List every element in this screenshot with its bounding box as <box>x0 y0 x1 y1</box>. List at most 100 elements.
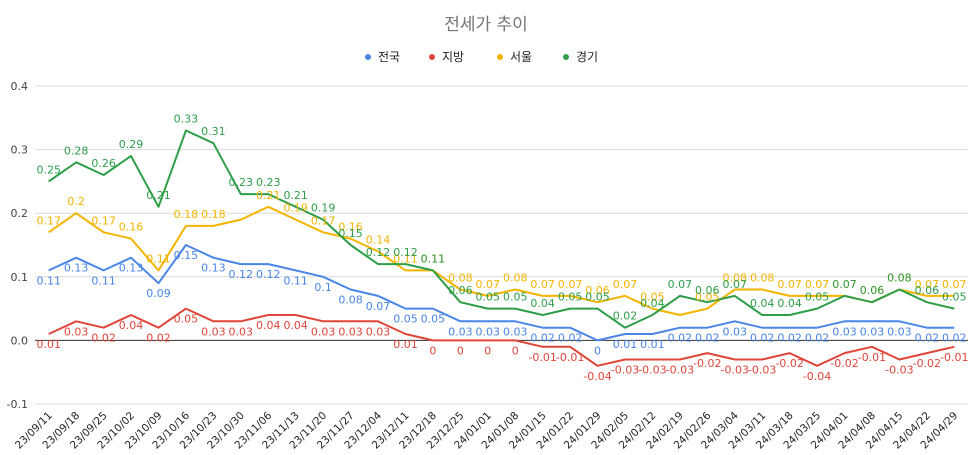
data-label: 0.17 <box>91 214 116 227</box>
data-label: 0.07 <box>668 278 693 291</box>
data-label: -0.02 <box>830 357 858 370</box>
data-label: 0.19 <box>311 202 336 215</box>
data-label: 0 <box>594 344 601 357</box>
y-axis: 0.4 0.3 0.2 0.1 0.0 -0.1 <box>7 80 28 411</box>
data-label: -0.03 <box>666 363 694 376</box>
y-tick-label: -0.1 <box>7 398 28 411</box>
data-label: 0.1 <box>314 281 332 294</box>
y-tick-label: 0.1 <box>11 271 29 284</box>
data-label: 0.07 <box>832 278 857 291</box>
data-label: 0.06 <box>915 284 940 297</box>
data-label: 0.03 <box>201 325 226 338</box>
data-label: 0.07 <box>613 278 638 291</box>
data-label: 0.02 <box>530 332 555 345</box>
data-label: 0.08 <box>448 272 473 285</box>
data-label: 0.01 <box>613 338 638 351</box>
data-label: 0.04 <box>750 297 775 310</box>
data-label: 0.11 <box>421 252 446 265</box>
data-label: 0.07 <box>832 278 857 291</box>
data-label: -0.03 <box>611 363 639 376</box>
data-label: 0.11 <box>283 274 308 287</box>
data-label: 0.02 <box>777 332 802 345</box>
data-label: 0.33 <box>174 113 199 126</box>
data-label: 0.06 <box>448 284 473 297</box>
data-label: -0.01 <box>940 351 968 364</box>
data-label: 0.01 <box>36 338 61 351</box>
data-label: 0.03 <box>448 325 473 338</box>
data-label: 0.01 <box>640 338 665 351</box>
data-label: 0.07 <box>942 278 967 291</box>
legend-marker <box>563 54 569 60</box>
series-line <box>48 307 955 367</box>
data-label: 0.05 <box>421 313 446 326</box>
legend-entry: 서울 <box>510 50 532 64</box>
data-label: 0.02 <box>558 332 583 345</box>
data-label: 0.07 <box>723 278 748 291</box>
data-label: 0.11 <box>36 274 61 287</box>
data-label: -0.01 <box>556 351 584 364</box>
data-label: -0.03 <box>748 363 776 376</box>
data-label: 0.05 <box>174 313 199 326</box>
data-label: 0.15 <box>174 249 199 262</box>
data-label: 0.17 <box>311 214 336 227</box>
x-axis: 23/09/1123/09/1823/09/2523/10/0223/10/09… <box>13 409 960 451</box>
data-label: 0.18 <box>174 208 199 221</box>
data-label: 0.17 <box>36 214 61 227</box>
data-label: 0.23 <box>256 176 281 189</box>
data-label: 0.02 <box>750 332 775 345</box>
data-label: 0.07 <box>558 278 583 291</box>
data-label: 0 <box>457 344 464 357</box>
data-label: -0.02 <box>913 357 941 370</box>
data-label: 0.05 <box>393 313 418 326</box>
data-label: 0.07 <box>777 278 802 291</box>
data-label: 0.02 <box>915 332 940 345</box>
legend-marker <box>497 54 503 60</box>
data-label: 0.03 <box>860 325 885 338</box>
data-label: 0.29 <box>119 138 144 151</box>
data-label: 0.03 <box>229 325 254 338</box>
data-label: 0.08 <box>338 294 363 307</box>
data-label: 0.21 <box>256 189 281 202</box>
data-label: -0.03 <box>638 363 666 376</box>
data-label: -0.02 <box>693 357 721 370</box>
legend-entry: 전국 <box>378 50 400 64</box>
data-label: -0.01 <box>528 351 556 364</box>
data-label: 0.07 <box>476 278 501 291</box>
data-label: 0 <box>484 344 491 357</box>
data-label: 0.13 <box>119 262 144 275</box>
data-label: 0.03 <box>311 325 336 338</box>
data-label: 0.12 <box>256 268 281 281</box>
data-label: 0.19 <box>283 202 308 215</box>
data-label: 0.11 <box>393 252 418 265</box>
data-label: 0.05 <box>695 291 720 304</box>
data-label: 0.16 <box>119 221 144 234</box>
data-label: 0.02 <box>668 332 693 345</box>
data-label: 0.03 <box>64 325 89 338</box>
data-label: -0.04 <box>803 370 831 383</box>
data-label: 0.12 <box>366 246 391 259</box>
data-label: 0.03 <box>503 325 528 338</box>
data-label: 0.15 <box>338 227 363 240</box>
data-labels: 0.110.130.110.130.090.150.13 0.12 0.12 0.11… <box>36 113 968 383</box>
data-label: 0.07 <box>366 300 391 313</box>
data-label: 0.08 <box>750 272 775 285</box>
data-label: 0.21 <box>283 189 308 202</box>
data-label: 0.12 <box>229 268 254 281</box>
data-label: 0.05 <box>805 291 830 304</box>
data-label: 0.11 <box>421 252 446 265</box>
data-label: 0.03 <box>832 325 857 338</box>
data-label: 0.03 <box>338 325 363 338</box>
data-label: 0.04 <box>530 297 555 310</box>
data-label: 0.05 <box>942 291 967 304</box>
legend-entry: 지방 <box>442 50 464 64</box>
data-label: 0.05 <box>558 291 583 304</box>
data-label: 0.02 <box>91 332 116 345</box>
data-label: 0.04 <box>640 297 665 310</box>
data-label: 0.28 <box>64 144 89 157</box>
data-label: 0.05 <box>476 291 501 304</box>
series-lines <box>48 129 955 367</box>
data-label: 0.02 <box>695 332 720 345</box>
data-label: 0.01 <box>393 338 418 351</box>
data-label: 0.02 <box>805 332 830 345</box>
data-label: 0.18 <box>201 208 226 221</box>
